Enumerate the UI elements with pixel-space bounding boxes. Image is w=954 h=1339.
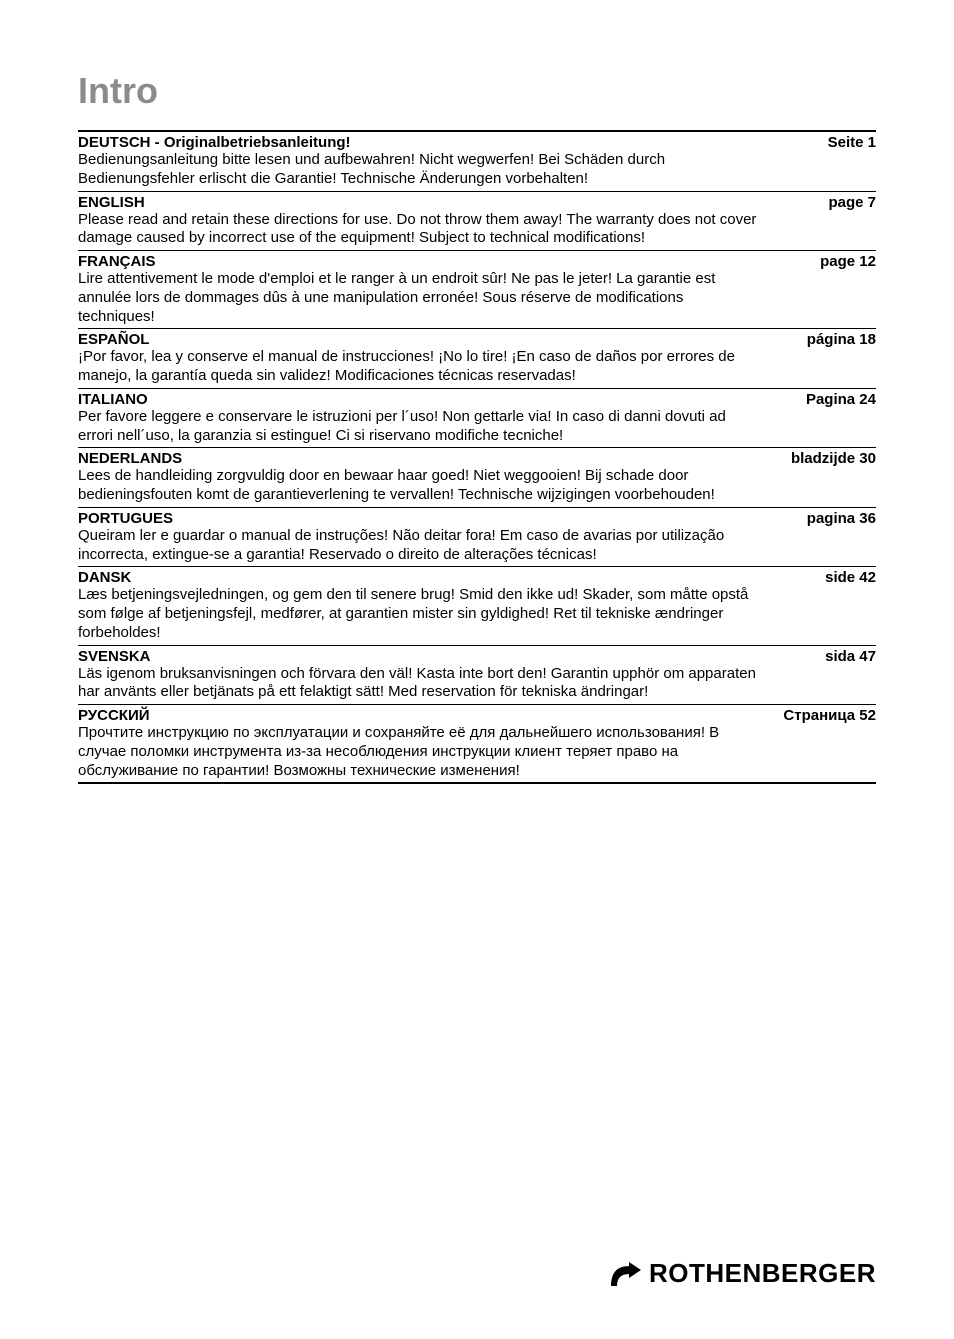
document-page: Intro DEUTSCH - Originalbetriebsanleitun… xyxy=(0,0,954,1339)
brand-name: ROTHENBERGER xyxy=(649,1258,876,1289)
entry-description: Læs betjeningsvejledningen, og gem den t… xyxy=(78,586,758,642)
entry-head: DANSK side 42 xyxy=(78,569,876,586)
entry-head: FRANÇAIS page 12 xyxy=(78,253,876,270)
entry-italiano: ITALIANO Pagina 24 Per favore leggere e … xyxy=(78,389,876,448)
entry-head: SVENSKA sida 47 xyxy=(78,648,876,665)
page-reference: page 12 xyxy=(812,253,876,270)
page-reference: Страница 52 xyxy=(775,707,876,724)
entry-portugues: PORTUGUES pagina 36 Queiram ler e guarda… xyxy=(78,508,876,567)
table-bottom-rule xyxy=(78,782,876,784)
language-label: PORTUGUES xyxy=(78,510,173,527)
entry-description: Per favore leggere e conservare le istru… xyxy=(78,408,758,446)
language-label: DANSK xyxy=(78,569,131,586)
entry-espanol: ESPAÑOL página 18 ¡Por favor, lea y cons… xyxy=(78,329,876,388)
entry-francais: FRANÇAIS page 12 Lire attentivement le m… xyxy=(78,251,876,328)
entry-head: ENGLISH page 7 xyxy=(78,194,876,211)
language-index-table: DEUTSCH - Originalbetriebsanleitung! Sei… xyxy=(78,130,876,784)
entry-description: Please read and retain these directions … xyxy=(78,211,758,249)
page-reference: sida 47 xyxy=(817,648,876,665)
entry-head: ITALIANO Pagina 24 xyxy=(78,391,876,408)
page-reference: Seite 1 xyxy=(820,134,876,151)
entry-description: Прочтите инструкцию по эксплуатации и со… xyxy=(78,724,758,780)
entry-russian: РУССКИЙ Страница 52 Прочтите инструкцию … xyxy=(78,705,876,782)
entry-head: DEUTSCH - Originalbetriebsanleitung! Sei… xyxy=(78,134,876,151)
entry-head: ESPAÑOL página 18 xyxy=(78,331,876,348)
page-reference: side 42 xyxy=(817,569,876,586)
page-title: Intro xyxy=(78,70,876,112)
brand-swoosh-icon xyxy=(609,1260,643,1288)
language-label: ENGLISH xyxy=(78,194,145,211)
brand-logo: ROTHENBERGER xyxy=(609,1258,876,1289)
page-reference: Pagina 24 xyxy=(798,391,876,408)
page-reference: page 7 xyxy=(820,194,876,211)
entry-english: ENGLISH page 7 Please read and retain th… xyxy=(78,192,876,251)
entry-description: Läs igenom bruksanvisningen och förvara … xyxy=(78,665,758,703)
language-label: NEDERLANDS xyxy=(78,450,182,467)
language-label: ITALIANO xyxy=(78,391,148,408)
entry-dansk: DANSK side 42 Læs betjeningsvejledningen… xyxy=(78,567,876,644)
language-label: РУССКИЙ xyxy=(78,707,150,724)
entry-head: РУССКИЙ Страница 52 xyxy=(78,707,876,724)
entry-nederlands: NEDERLANDS bladzijde 30 Lees de handleid… xyxy=(78,448,876,507)
entry-description: Lire attentivement le mode d'emploi et l… xyxy=(78,270,758,326)
entry-deutsch: DEUTSCH - Originalbetriebsanleitung! Sei… xyxy=(78,132,876,191)
language-label: ESPAÑOL xyxy=(78,331,149,348)
entry-head: PORTUGUES pagina 36 xyxy=(78,510,876,527)
language-label: FRANÇAIS xyxy=(78,253,156,270)
entry-description: ¡Por favor, lea y conserve el manual de … xyxy=(78,348,758,386)
entry-description: Bedienungsanleitung bitte lesen und aufb… xyxy=(78,151,758,189)
page-reference: página 18 xyxy=(799,331,876,348)
language-label: SVENSKA xyxy=(78,648,151,665)
language-label: DEUTSCH - Originalbetriebsanleitung! xyxy=(78,134,351,151)
entry-svenska: SVENSKA sida 47 Läs igenom bruksanvisnin… xyxy=(78,646,876,705)
page-reference: pagina 36 xyxy=(799,510,876,527)
entry-description: Queiram ler e guardar o manual de instru… xyxy=(78,527,758,565)
entry-description: Lees de handleiding zorgvuldig door en b… xyxy=(78,467,758,505)
page-reference: bladzijde 30 xyxy=(783,450,876,467)
entry-head: NEDERLANDS bladzijde 30 xyxy=(78,450,876,467)
